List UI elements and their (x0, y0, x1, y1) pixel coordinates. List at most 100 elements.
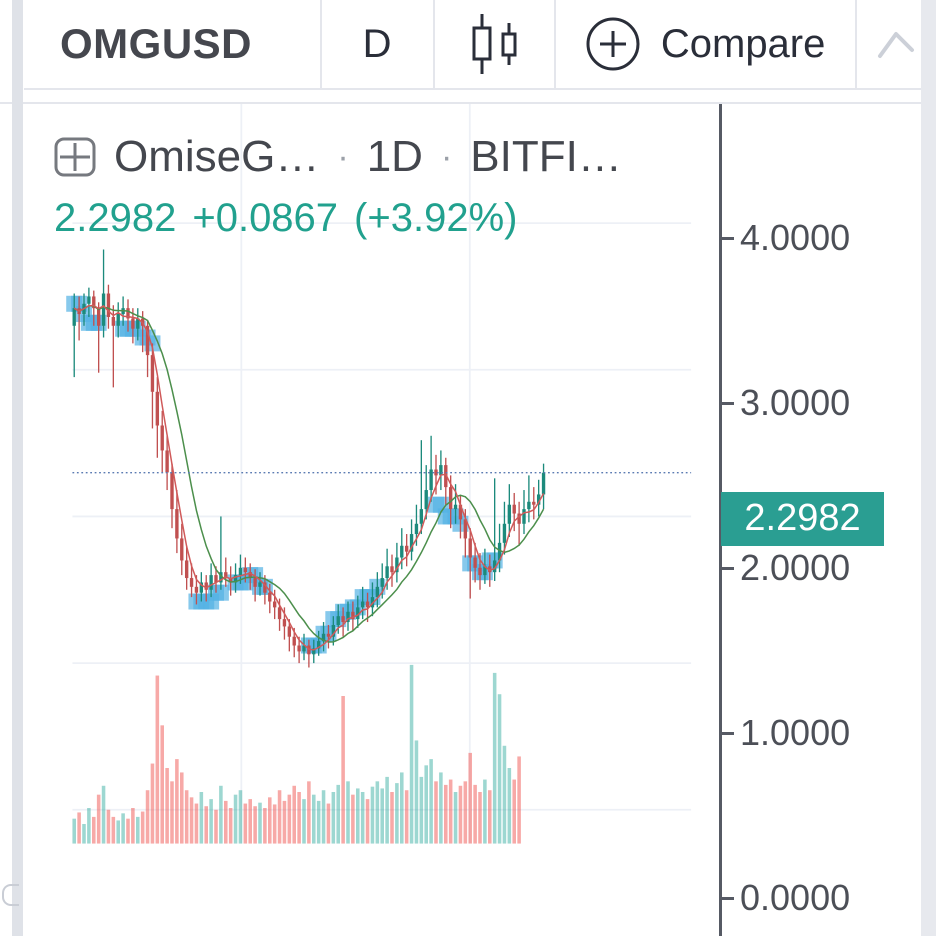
volume-bar (121, 813, 125, 844)
volume-bar (404, 790, 409, 844)
volume-bar (92, 816, 96, 844)
volume-bar (277, 790, 282, 844)
volume-bar (131, 808, 135, 844)
volume-bar (248, 799, 252, 844)
candle-body (336, 616, 340, 625)
candle-body (356, 607, 360, 620)
volume-bar (272, 804, 277, 844)
candle-body (434, 469, 438, 476)
candle-body (87, 296, 91, 304)
volume-bar (175, 759, 179, 844)
volume-bar (160, 725, 164, 844)
candle-body (409, 534, 414, 552)
volume-bar (395, 783, 399, 844)
volume-bar (287, 794, 292, 844)
candle-body (263, 582, 267, 593)
volume-bar (370, 786, 375, 844)
candle-body (170, 472, 174, 510)
candle-body (131, 318, 135, 329)
volume-bar (111, 816, 116, 844)
volume-bar (434, 781, 438, 844)
volume-bar (194, 803, 199, 844)
volume-bar (72, 818, 76, 844)
signal-marker (212, 584, 229, 601)
price-chart-svg (66, 104, 692, 844)
axis-tick (722, 732, 734, 735)
candle-body (453, 504, 458, 510)
candle-body (111, 316, 116, 326)
candle-body (189, 578, 194, 587)
volume-bar (507, 768, 512, 844)
compare-button[interactable]: Compare (556, 0, 857, 88)
symbol-button[interactable]: OMGUSD (24, 0, 322, 88)
volume-bar (297, 792, 301, 844)
candle-body (414, 523, 419, 535)
candle-body (360, 601, 365, 608)
volume-bar (419, 776, 424, 844)
candle-body (390, 566, 394, 573)
candle-body (238, 567, 243, 576)
candle-body (228, 578, 233, 583)
volume-bar (209, 799, 213, 844)
candle-body (375, 586, 380, 598)
volume-bar (351, 794, 355, 844)
legend-interval: 1D (366, 132, 423, 181)
axis-tick (722, 237, 734, 240)
volume-bar (199, 792, 204, 844)
caret-icon (878, 32, 915, 58)
chart-canvas[interactable] (0, 104, 936, 936)
volume-bar (140, 811, 145, 844)
candle-body (96, 308, 101, 326)
volume-bar (336, 784, 340, 844)
candle-body (277, 607, 282, 620)
volume-bar (233, 794, 238, 844)
candle-body (404, 545, 409, 552)
candle-body (483, 566, 487, 576)
legend-change-pct: (+3.92%) (354, 196, 518, 240)
chart-type-button[interactable] (435, 0, 556, 88)
candle-body (204, 582, 208, 590)
volume-bar (346, 781, 350, 844)
panel-handle[interactable] (2, 884, 19, 906)
chart-legend[interactable]: OmiseG… · 1D · BITFI… 2.2982 +0.0867 (+3… (54, 132, 622, 241)
volume-bar (356, 788, 360, 844)
volume-bar (453, 792, 458, 844)
legend-separator: · (337, 137, 349, 176)
volume-bar (512, 779, 516, 844)
candles-icon (472, 14, 517, 74)
candle-body (492, 560, 497, 573)
candle-body (268, 592, 272, 602)
volume-bar (258, 802, 262, 844)
axis-tick (722, 402, 734, 405)
volume-bar (341, 696, 345, 844)
volume-bar (473, 784, 477, 844)
candle-body (312, 648, 316, 655)
candle-body (380, 578, 384, 587)
pane-divider (0, 102, 936, 104)
volume-bar (82, 824, 86, 844)
volume-bar (360, 792, 365, 844)
volume-bar (136, 816, 140, 844)
candle-body (297, 645, 301, 652)
volume-bar (414, 740, 419, 844)
expand-legend-icon (54, 137, 96, 177)
candle-body (517, 513, 521, 524)
legend-title-row[interactable]: OmiseG… · 1D · BITFI… (54, 132, 622, 182)
volume-bar (224, 800, 228, 844)
legend-change: +0.0867 (192, 196, 339, 240)
candle-body (512, 504, 516, 514)
price-axis-line[interactable] (719, 104, 722, 936)
legend-separator: · (440, 137, 453, 176)
volume-bar (380, 788, 384, 844)
volume-bar (385, 776, 389, 844)
next-tool-partial[interactable] (857, 0, 936, 88)
candle-body (346, 611, 350, 623)
volume-bar (170, 781, 174, 844)
axis-label-1: 1.0000 (740, 712, 851, 753)
candle-body (155, 391, 160, 426)
interval-button[interactable]: D (322, 0, 435, 88)
candle-body (116, 314, 120, 326)
candle-body (180, 538, 184, 561)
volume-bar (478, 792, 482, 844)
candle-body (248, 572, 252, 579)
